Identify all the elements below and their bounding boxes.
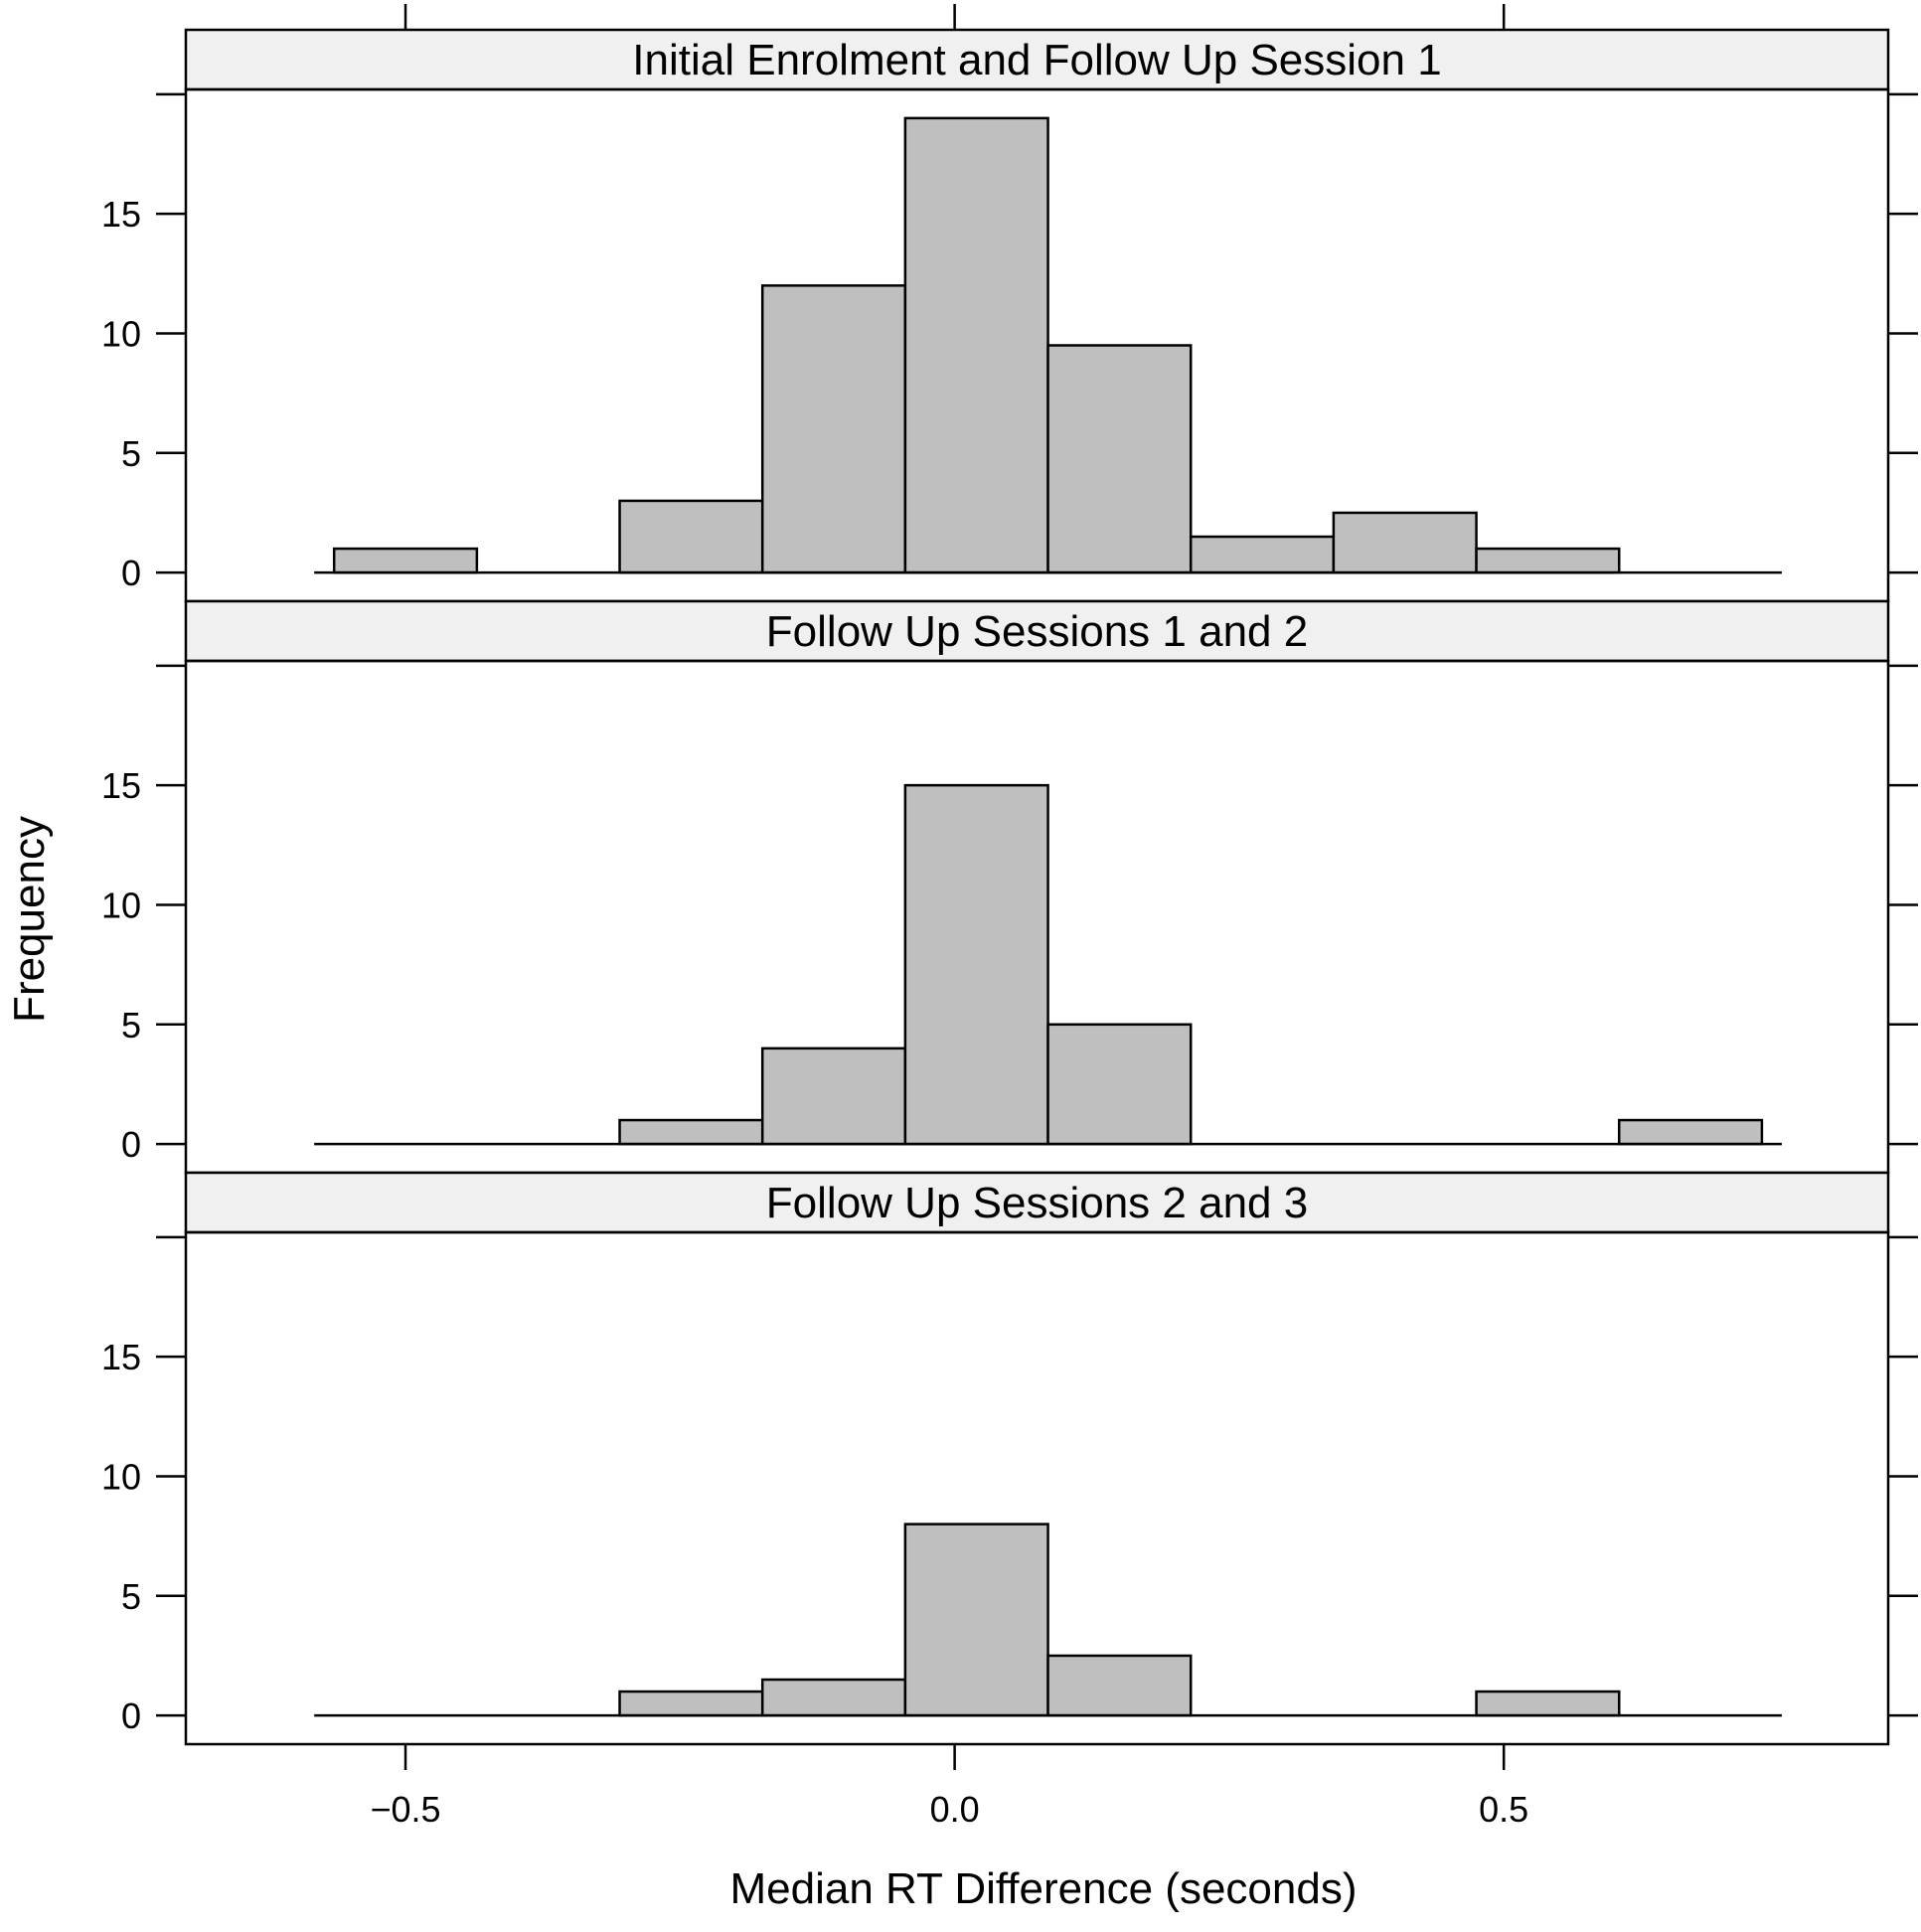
y-tick-label: 10	[101, 885, 141, 925]
histogram-bar	[760, 1046, 907, 1146]
y-tick-label: 0	[121, 1124, 141, 1165]
panel-1: Initial Enrolment and Follow Up Session …	[101, 28, 1918, 603]
y-tick-label: 10	[101, 313, 141, 354]
y-tick-label: 5	[121, 1576, 141, 1617]
histogram-bar	[618, 1118, 764, 1146]
histogram-bar	[903, 1523, 1049, 1717]
panel-title: Follow Up Sessions 2 and 3	[766, 1179, 1308, 1227]
y-tick-label: 15	[101, 1337, 141, 1377]
histogram-bar	[903, 116, 1049, 574]
histogram-bar	[618, 499, 764, 574]
panel-2: Follow Up Sessions 1 and 2 0 5 10 15	[101, 599, 1918, 1175]
y-tick-label: 10	[101, 1456, 141, 1497]
panel-strip	[184, 1171, 1890, 1234]
histogram-bar	[1189, 535, 1336, 574]
panel-strip	[184, 599, 1890, 663]
plot-frame	[184, 1230, 1890, 1746]
panel-title: Follow Up Sessions 1 and 2	[766, 607, 1308, 656]
y-axis-title: Frequency	[5, 816, 54, 1023]
panel-strip	[184, 28, 1890, 91]
histogram-bar	[760, 1678, 907, 1717]
x-tick-label: 0.0	[930, 1789, 980, 1830]
histogram-bar	[618, 1690, 764, 1717]
panels-layer: Initial Enrolment and Follow Up Session …	[101, 4, 1918, 1830]
histogram-bar	[903, 783, 1049, 1146]
histogram-bar	[1475, 547, 1621, 574]
histogram-bar	[1046, 1654, 1193, 1717]
histogram-bar	[1475, 1690, 1621, 1717]
y-tick-label: 0	[121, 1695, 141, 1736]
histogram-bar	[1617, 1118, 1764, 1146]
histogram-bar	[1046, 344, 1193, 574]
histogram-bar	[1046, 1023, 1193, 1146]
panel-title: Initial Enrolment and Follow Up Session …	[632, 36, 1441, 84]
histogram-bar	[332, 547, 479, 574]
y-tick-label: 15	[101, 765, 141, 806]
histogram-bar	[1332, 511, 1478, 574]
histogram-bar	[760, 284, 907, 574]
y-tick-label: 0	[121, 553, 141, 593]
y-tick-label: 5	[121, 1005, 141, 1046]
x-axis-title: Median RT Difference (seconds)	[730, 1864, 1358, 1913]
y-tick-label: 15	[101, 194, 141, 235]
y-tick-label: 5	[121, 433, 141, 474]
x-tick-label: 0.5	[1479, 1789, 1528, 1830]
x-tick-label: −0.5	[370, 1789, 440, 1830]
panel-3: Follow Up Sessions 2 and 3 0 5 10 15	[101, 1171, 1918, 1746]
